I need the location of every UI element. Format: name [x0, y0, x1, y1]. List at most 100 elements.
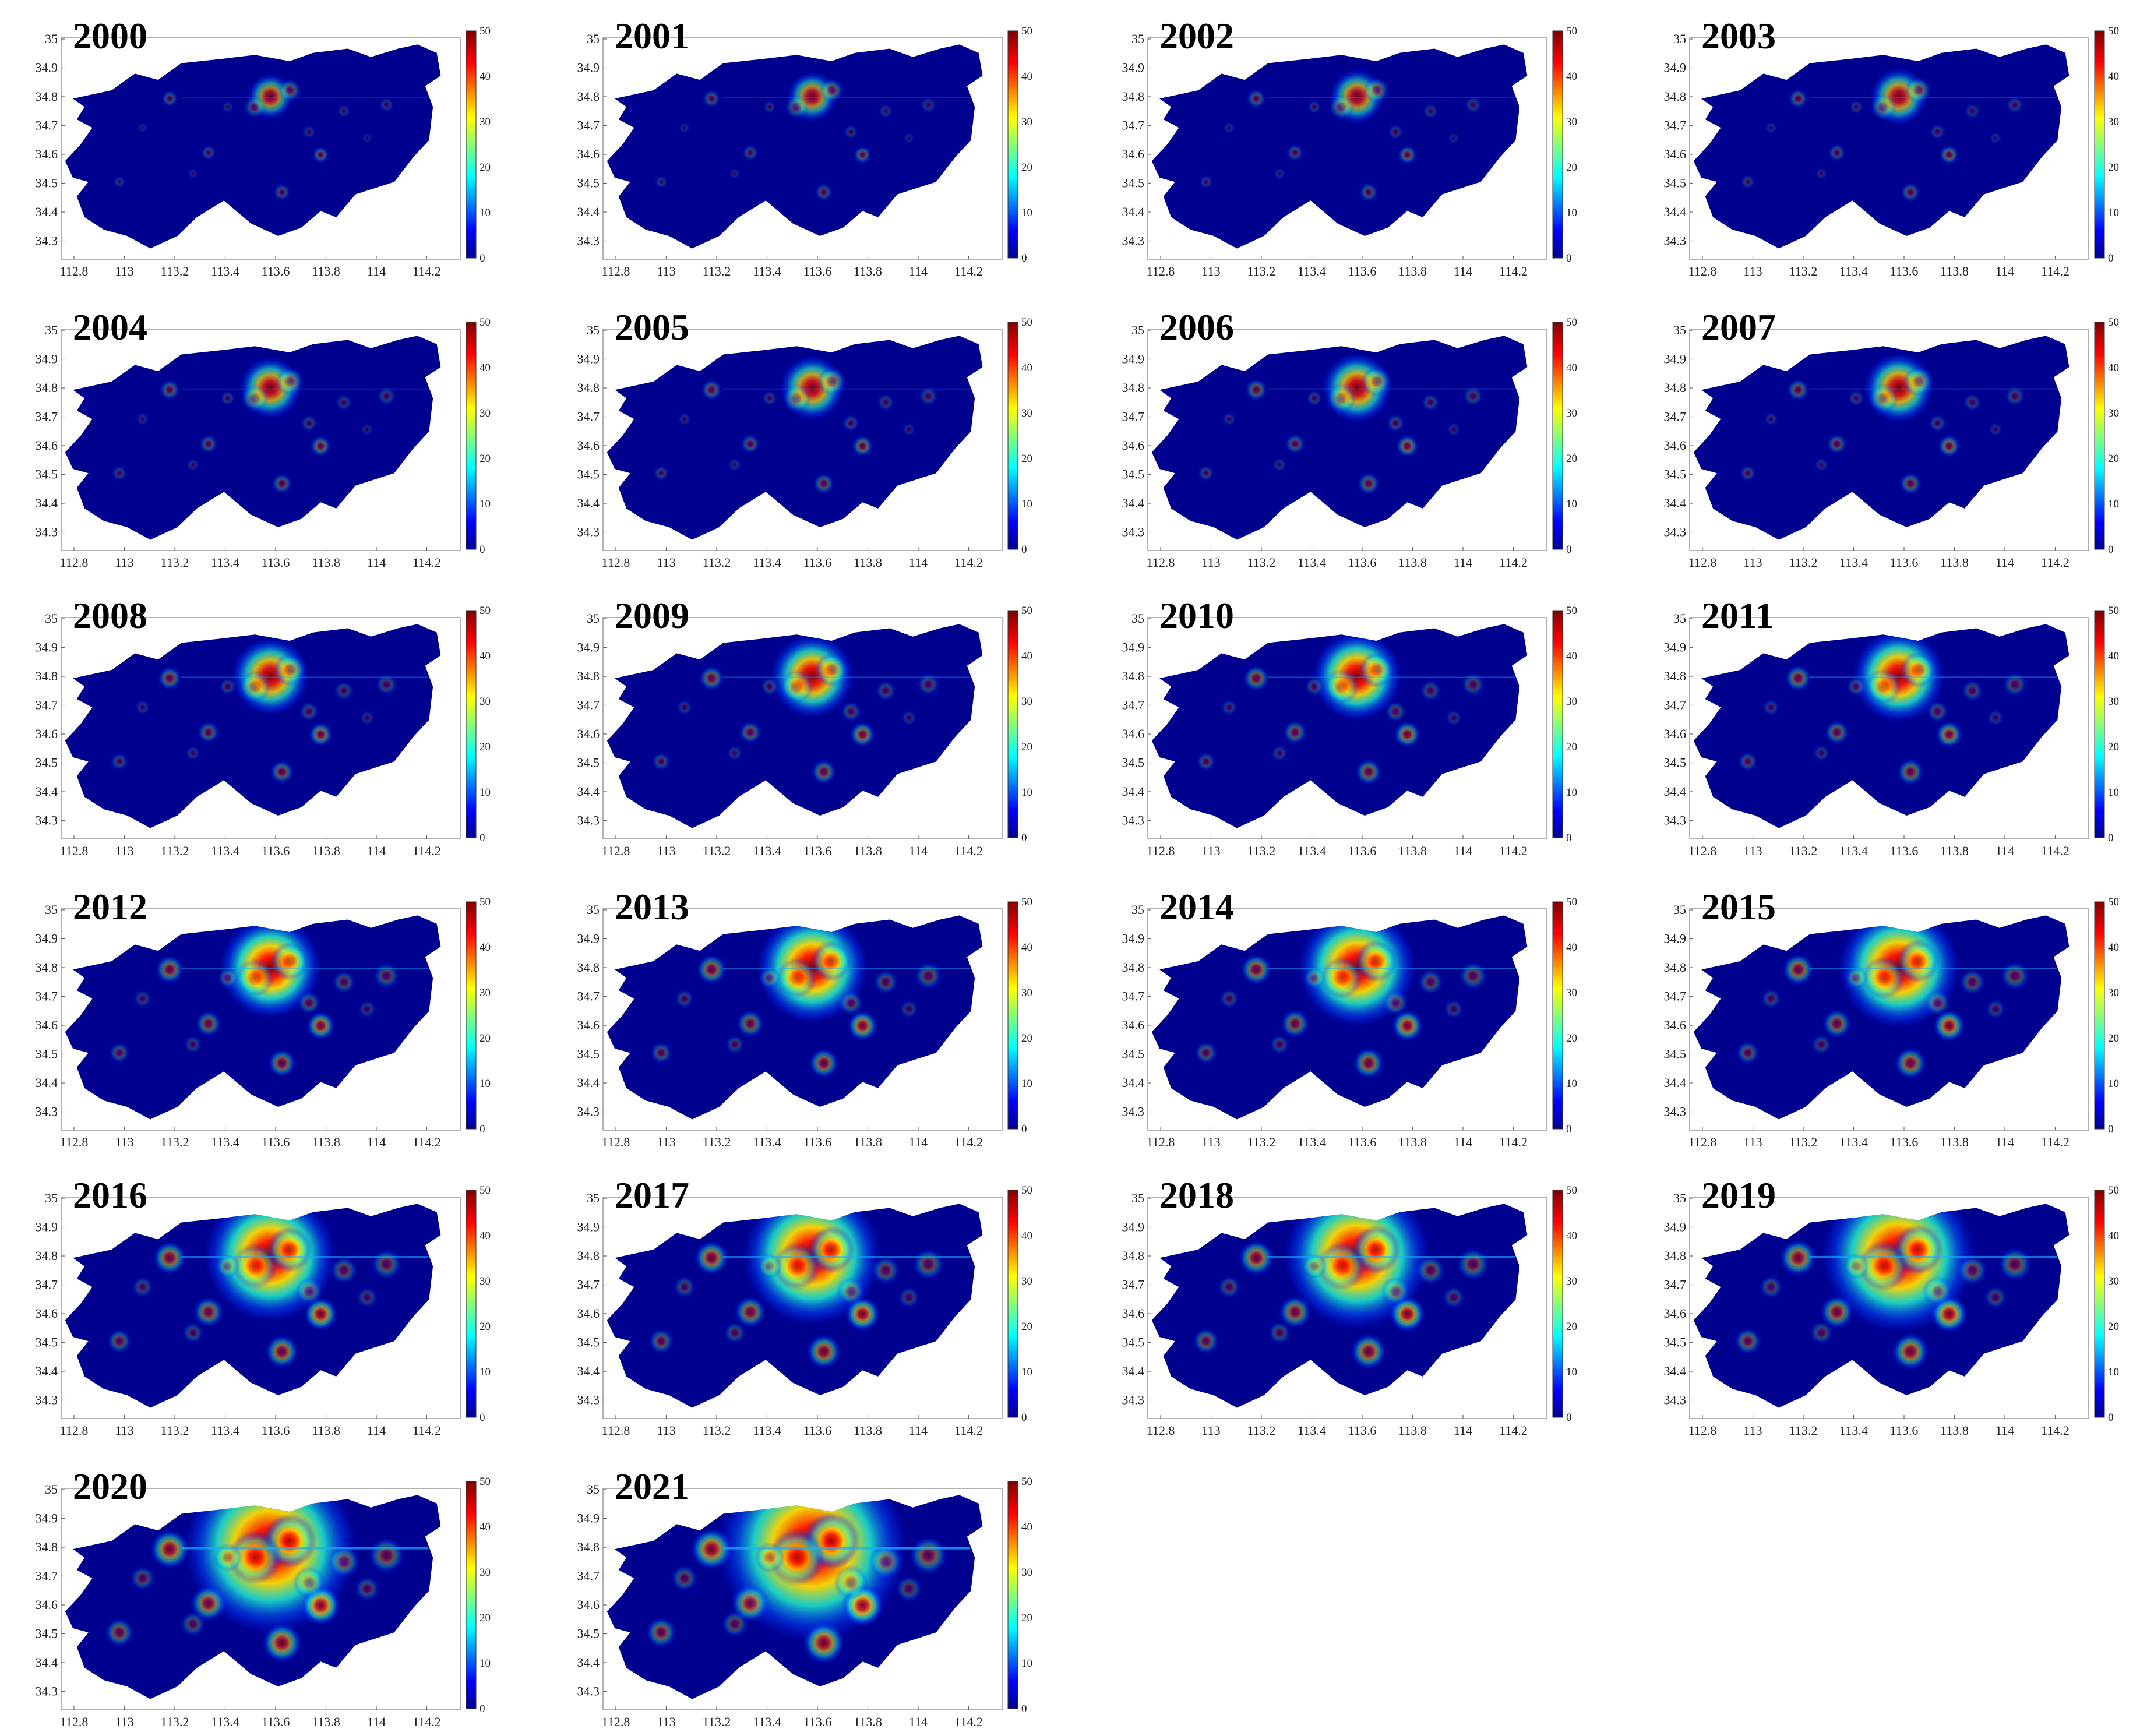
- colorbar-tick-label: 30: [480, 1275, 491, 1287]
- light-cluster: [1384, 700, 1406, 722]
- colorbar-tick-label: 40: [1021, 650, 1032, 662]
- colorbar-tick-label: 30: [1021, 407, 1032, 419]
- colorbar-tick-label: 30: [2108, 407, 2119, 419]
- x-tick-label: 113.8: [312, 1423, 340, 1438]
- x-tick-label: 112.8: [1147, 1423, 1175, 1438]
- x-tick-label: 114: [367, 1714, 386, 1729]
- light-cluster: [1443, 998, 1464, 1019]
- y-tick-label: 34.3: [36, 234, 58, 248]
- light-cluster: [272, 473, 292, 494]
- light-cluster: [727, 745, 743, 761]
- colorbar: [1007, 322, 1018, 550]
- x-tick-label: 114.2: [954, 1423, 983, 1438]
- light-cluster: [1281, 1009, 1310, 1038]
- x-tick-label: 114.2: [413, 555, 441, 570]
- colorbar: [2094, 610, 2105, 838]
- light-cluster: [238, 670, 272, 703]
- light-cluster: [721, 1610, 749, 1638]
- colorbar-tick-label: 30: [2108, 987, 2119, 999]
- colorbar-tick-label: 50: [1566, 25, 1577, 37]
- light-cluster: [358, 1000, 376, 1018]
- x-tick-label: 112.8: [1688, 1135, 1717, 1149]
- light-cluster: [1779, 1239, 1817, 1277]
- light-cluster: [1326, 383, 1357, 414]
- light-cluster: [1418, 969, 1444, 995]
- light-layer: [653, 355, 971, 495]
- light-cluster: [653, 465, 669, 481]
- light-cluster: [873, 969, 898, 995]
- x-tick-label: 113.4: [1298, 844, 1326, 858]
- colorbar-tick-label: 30: [1021, 987, 1032, 999]
- light-cluster: [375, 673, 398, 696]
- colorbar-tick-label: 50: [480, 1476, 491, 1488]
- light-cluster: [1323, 668, 1360, 705]
- light-cluster: [1820, 1295, 1854, 1329]
- y-tick-label: 34.6: [1664, 726, 1687, 741]
- y-tick-label: 35: [45, 611, 58, 626]
- x-tick-label: 112.8: [602, 844, 630, 858]
- light-cluster: [1901, 182, 1920, 202]
- map-panel: 112.8 113 113.2 113.4 113.6 113.8 114 114.2 35 34…: [542, 883, 1033, 1156]
- map-svg: 112.8 113 113.2 113.4 113.6 113.8 114 114.2 35 34…: [577, 896, 1033, 1149]
- colorbar: [1552, 610, 1563, 838]
- colorbar: [466, 1190, 477, 1418]
- x-tick-label: 113.2: [161, 1135, 189, 1149]
- light-cluster: [814, 652, 849, 687]
- light-cluster: [840, 701, 862, 722]
- light-cluster: [267, 1049, 297, 1078]
- light-cluster: [1442, 1286, 1465, 1309]
- y-tick-label: 34.7: [36, 1278, 58, 1292]
- x-tick-label: 114: [909, 555, 928, 570]
- colorbar-tick-label: 0: [480, 1412, 485, 1424]
- x-tick-label: 113.6: [1890, 1135, 1919, 1149]
- x-tick-label: 112.8: [60, 1423, 89, 1438]
- x-tick-label: 113.8: [1940, 1423, 1969, 1438]
- light-layer: [1734, 1204, 2057, 1370]
- y-tick-label: 35: [1673, 902, 1686, 917]
- light-cluster: [652, 752, 671, 771]
- light-cluster: [132, 1276, 154, 1298]
- y-tick-label: 34.8: [577, 89, 600, 104]
- x-tick-label: 114: [909, 264, 928, 278]
- light-cluster: [335, 394, 352, 411]
- light-cluster: [182, 1322, 204, 1344]
- y-tick-label: 34.3: [1664, 1105, 1687, 1119]
- map-panel: 112.8 113 113.2 113.4 113.6 113.8 114 114.2 35 34…: [1087, 883, 1578, 1156]
- x-tick-label: 113.6: [1348, 1423, 1377, 1438]
- x-tick-label: 113.2: [703, 264, 731, 278]
- y-tick-label: 34.3: [577, 525, 600, 539]
- y-tick-label: 34.4: [1664, 784, 1687, 799]
- colorbar-tick-label: 0: [2108, 1123, 2114, 1135]
- x-tick-label: 114.2: [954, 844, 983, 858]
- y-tick-label: 34.4: [1122, 1075, 1145, 1090]
- light-cluster: [1285, 433, 1306, 454]
- light-cluster: [1194, 1041, 1218, 1064]
- colorbar: [466, 1481, 477, 1709]
- light-cluster: [1892, 1333, 1929, 1370]
- y-tick-label: 34.9: [577, 931, 600, 946]
- x-tick-label: 113.2: [161, 1714, 189, 1729]
- colorbar-tick-label: 50: [2108, 25, 2119, 37]
- y-tick-label: 34.8: [1664, 960, 1687, 975]
- x-tick-label: 114: [367, 264, 386, 278]
- x-tick-label: 114: [1996, 1423, 2014, 1438]
- colorbar-tick-label: 50: [1021, 25, 1032, 37]
- light-cluster: [377, 386, 396, 406]
- light-cluster: [699, 665, 724, 691]
- light-cluster: [1998, 1247, 2032, 1281]
- y-tick-label: 34.5: [577, 756, 600, 770]
- y-tick-label: 34.9: [36, 640, 58, 655]
- x-tick-label: 113.6: [803, 844, 832, 858]
- light-layer: [110, 637, 429, 784]
- light-cluster: [1824, 720, 1849, 745]
- y-tick-label: 34.4: [577, 1075, 600, 1090]
- light-cluster: [304, 1297, 338, 1331]
- colorbar-tick-label: 40: [1021, 362, 1032, 374]
- x-tick-label: 114.2: [2041, 264, 2070, 278]
- colorbar-tick-label: 20: [480, 161, 491, 174]
- colorbar: [2094, 901, 2105, 1130]
- light-cluster: [838, 990, 863, 1015]
- light-cluster: [650, 1042, 672, 1064]
- year-label: 2004: [73, 306, 147, 348]
- light-cluster: [1218, 1275, 1241, 1299]
